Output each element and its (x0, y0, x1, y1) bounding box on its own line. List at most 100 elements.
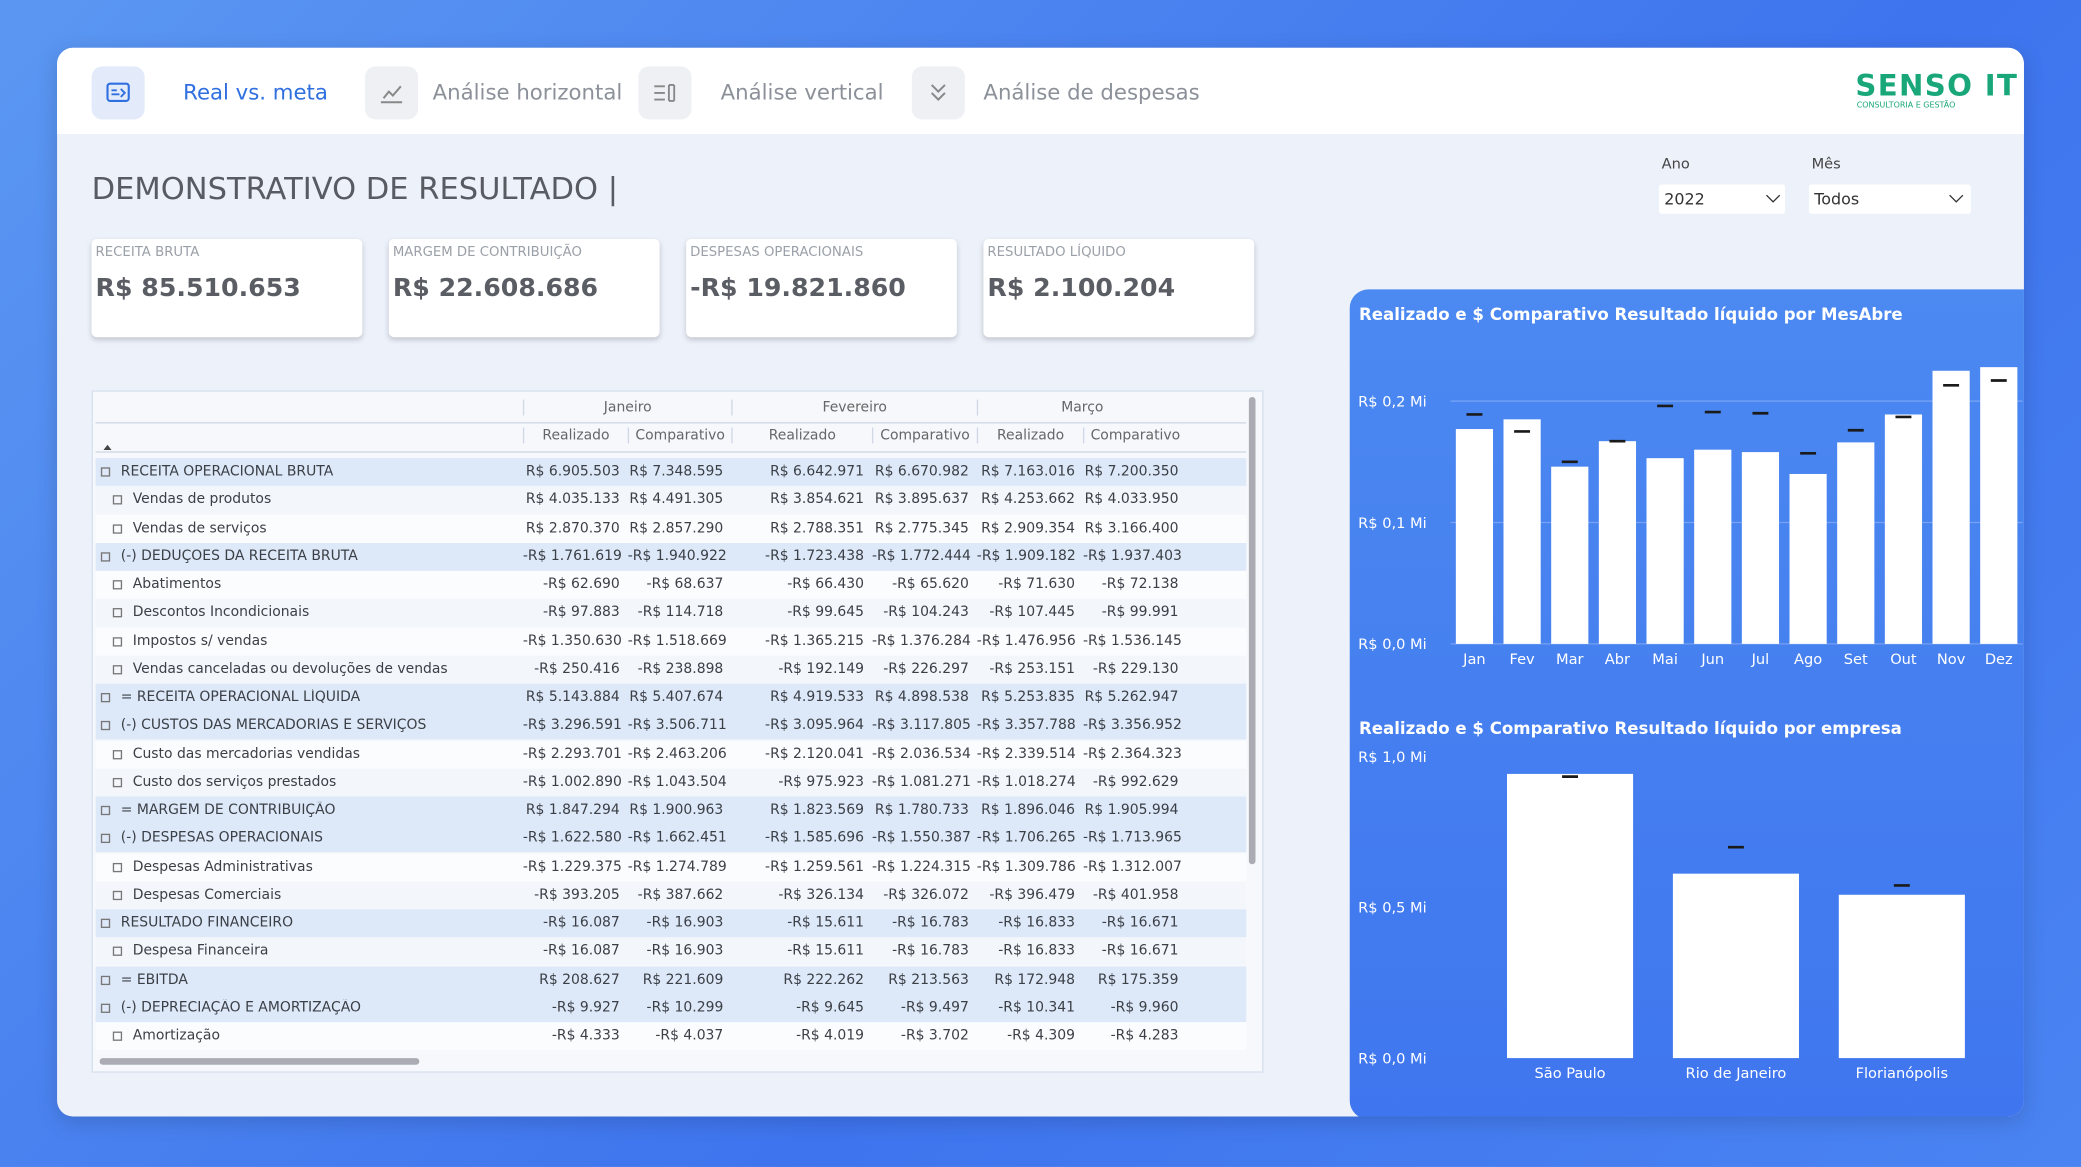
chart-title: Realizado e $ Comparativo Resultado líqu… (1359, 305, 1903, 324)
cell: -R$ 16.903 (646, 942, 724, 959)
cell: -R$ 3.357.788 (976, 717, 1076, 734)
expand-icon (112, 777, 123, 787)
tab[interactable]: Análise horizontal (432, 79, 623, 105)
sort-indicator (103, 444, 112, 451)
cell: -R$ 1.229.375 (522, 858, 622, 875)
row-label: Custo dos serviços prestados (132, 773, 337, 790)
row-label: = MARGEM DE CONTRIBUIÇÃO (120, 801, 336, 818)
row-label: Impostos s/ vendas (132, 632, 268, 649)
bar (1837, 442, 1875, 644)
cell: -R$ 1.002.890 (522, 773, 622, 790)
scrollbar[interactable] (1248, 396, 1256, 865)
cell: R$ 6.670.982 (874, 463, 969, 480)
row-label: = RECEITA OPERACIONAL LÍQUIDA (120, 689, 361, 705)
cell: -R$ 393.205 (534, 886, 620, 903)
cell: -R$ 229.130 (1092, 660, 1179, 677)
row-label: (-) DESPESAS OPERACIONAIS (120, 830, 323, 847)
cell: -R$ 1.274.789 (627, 858, 727, 875)
table-row (95, 599, 1247, 627)
column-header: Realizado (522, 427, 628, 444)
cell: -R$ 9.960 (1110, 999, 1179, 1016)
cell: R$ 1.847.294 (525, 801, 620, 818)
cell: -R$ 10.299 (646, 999, 724, 1016)
expand-icon (100, 551, 111, 562)
bar (1551, 466, 1589, 644)
header-divider (95, 422, 1247, 424)
x-tick-label: Jan (1462, 651, 1485, 668)
expand-icon (100, 1003, 111, 1013)
cell: -R$ 2.463.206 (627, 745, 727, 762)
expand-icon (100, 467, 111, 477)
x-tick-label: São Paulo (1534, 1065, 1605, 1082)
cell: R$ 1.823.569 (770, 801, 864, 818)
table-row (95, 994, 1247, 1022)
cell: -R$ 99.645 (787, 604, 864, 621)
expand-icon (112, 749, 123, 759)
cell: -R$ 16.783 (892, 914, 969, 931)
column-header: Comparativo (1082, 427, 1187, 444)
table-row (95, 711, 1247, 740)
cell: -R$ 3.117.805 (871, 717, 971, 734)
cell: -R$ 1.713.965 (1082, 830, 1182, 847)
kpi-value: R$ 22.608.686 (392, 273, 599, 303)
tab[interactable]: Análise vertical (720, 79, 884, 105)
cell: R$ 172.948 (994, 971, 1076, 988)
cell: -R$ 3.095.964 (765, 717, 864, 734)
bar (1507, 773, 1634, 1059)
dropdown-value: 2022 (1664, 189, 1705, 209)
dropdown[interactable]: 2022 (1658, 184, 1786, 214)
x-tick-label: Florianópolis (1856, 1065, 1948, 1082)
expand-icon (112, 523, 123, 534)
cell: -R$ 1.772.444 (871, 547, 971, 564)
filter-label: Ano (1661, 155, 1690, 173)
logo-name: SENSO IT (1855, 70, 2019, 104)
x-tick-label: Set (1844, 651, 1868, 668)
cell: R$ 7.348.595 (629, 463, 724, 480)
cell: R$ 5.143.884 (525, 689, 620, 705)
cell: -R$ 1.224.315 (871, 858, 971, 875)
cell: -R$ 2.339.514 (976, 745, 1076, 762)
kpi-label: RECEITA BRUTA (95, 245, 200, 261)
y-tick-label: R$ 0,1 Mi (1358, 515, 1427, 532)
cell: -R$ 16.833 (998, 942, 1076, 959)
cell: R$ 4.035.133 (525, 491, 620, 508)
cell: -R$ 3.702 (900, 1027, 969, 1044)
bar (1598, 441, 1637, 644)
cell: R$ 4.253.662 (981, 491, 1076, 508)
expand-icon (112, 608, 123, 618)
cell: -R$ 401.958 (1092, 886, 1179, 903)
kpi-card: MARGEM DE CONTRIBUIÇÃO R$ 22.608.686 (388, 238, 660, 338)
cell: R$ 208.627 (539, 971, 620, 988)
cell: R$ 1.896.046 (981, 801, 1076, 818)
cell: R$ 221.609 (642, 971, 724, 988)
tab-icon[interactable] (911, 66, 965, 120)
tab-icon[interactable] (638, 66, 692, 120)
tab[interactable]: Real vs. meta (183, 79, 328, 105)
expand-icon (112, 495, 123, 505)
cell: -R$ 1.309.786 (976, 858, 1076, 875)
cell: -R$ 68.637 (646, 576, 724, 593)
cell: -R$ 1.476.956 (976, 632, 1076, 649)
tab[interactable]: Análise de despesas (983, 79, 1200, 105)
dropdown[interactable]: Todos (1808, 184, 1971, 214)
bar (1884, 414, 1923, 644)
table: Janeiro Realizado Comparativo Fevereiro Real… (91, 390, 1264, 1073)
x-tick-label: Ago (1794, 651, 1822, 668)
kpi-card: RECEITA BRUTA R$ 85.510.653 (91, 238, 363, 338)
column-header: Realizado (976, 427, 1083, 444)
cell: -R$ 72.138 (1101, 576, 1179, 593)
x-tick-label: Mai (1652, 651, 1678, 668)
bar (1694, 449, 1732, 644)
cell: -R$ 1.043.504 (627, 773, 727, 790)
kpi-label: RESULTADO LÍQUIDO (987, 245, 1126, 261)
row-label: Despesas Administrativas (132, 858, 313, 875)
scrollbar[interactable] (99, 1058, 420, 1065)
cell: -R$ 104.243 (883, 604, 969, 621)
tab-icon[interactable] (364, 66, 419, 120)
kpi-value: R$ 85.510.653 (95, 273, 301, 303)
tab-icon[interactable] (91, 66, 145, 120)
cell: -R$ 326.134 (778, 886, 864, 903)
row-label: Despesa Financeira (132, 942, 269, 959)
row-label: RESULTADO FINANCEIRO (120, 914, 294, 931)
column-header: Realizado (731, 427, 872, 444)
